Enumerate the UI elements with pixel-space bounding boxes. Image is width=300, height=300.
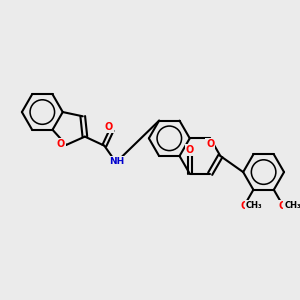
Text: O: O <box>186 146 194 155</box>
Text: O: O <box>279 201 287 211</box>
Text: CH₃: CH₃ <box>246 202 262 211</box>
Text: CH₃: CH₃ <box>284 202 300 211</box>
Text: O: O <box>105 122 113 132</box>
Text: O: O <box>206 139 214 148</box>
Text: NH: NH <box>110 157 125 166</box>
Text: O: O <box>57 139 65 149</box>
Text: O: O <box>240 201 248 211</box>
